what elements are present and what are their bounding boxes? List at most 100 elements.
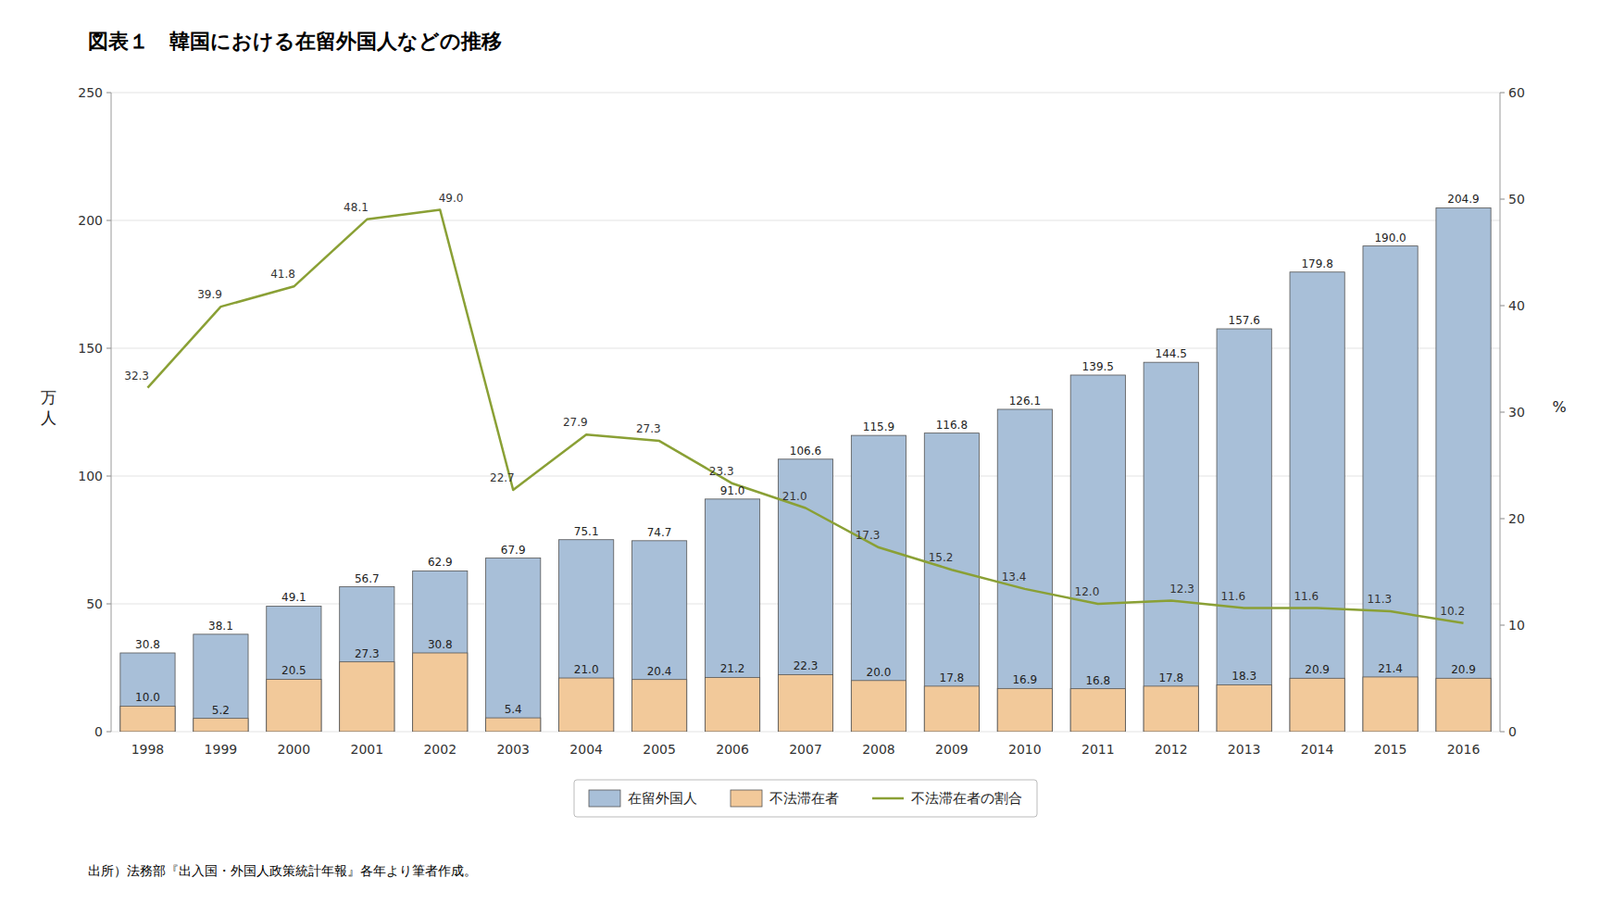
grid-line bbox=[111, 92, 1500, 94]
data-label: 21.4 bbox=[1377, 662, 1403, 675]
tick-mark bbox=[1500, 412, 1505, 413]
data-label: 23.3 bbox=[709, 464, 735, 478]
tick-label: 0 bbox=[1508, 724, 1517, 739]
data-label: 27.3 bbox=[354, 647, 380, 661]
tick-label: 40 bbox=[1508, 298, 1525, 313]
bar bbox=[850, 435, 906, 732]
bar bbox=[339, 587, 395, 732]
data-label: 20.9 bbox=[1304, 662, 1330, 676]
tick-mark bbox=[1500, 92, 1505, 94]
legend-item: 在留外国人 bbox=[588, 789, 698, 807]
legend-swatch bbox=[872, 797, 904, 800]
tick-label: 2016 bbox=[1447, 741, 1481, 757]
bar bbox=[559, 677, 614, 732]
tick-mark bbox=[106, 731, 112, 733]
tick-label: 2006 bbox=[715, 741, 750, 757]
bar bbox=[704, 676, 760, 732]
bar bbox=[777, 459, 833, 732]
bar bbox=[266, 605, 322, 732]
marks bbox=[120, 207, 1491, 732]
tick-label: 50 bbox=[86, 596, 103, 612]
data-label: 38.1 bbox=[208, 619, 234, 633]
tick-label: 2015 bbox=[1374, 741, 1408, 757]
data-label: 16.9 bbox=[1012, 673, 1038, 687]
data-label: 11.6 bbox=[1220, 589, 1246, 603]
data-label: 17.3 bbox=[855, 528, 881, 542]
tick-label: 50 bbox=[1508, 191, 1525, 207]
bar bbox=[632, 679, 688, 732]
bar bbox=[1216, 684, 1272, 732]
tick-mark bbox=[1500, 731, 1505, 733]
tick-mark bbox=[106, 475, 112, 477]
legend: 在留外国人 不法滞在者 不法滞在者の割合 bbox=[574, 779, 1038, 817]
tick-label: 2008 bbox=[862, 741, 896, 757]
data-label: 115.9 bbox=[862, 420, 895, 434]
data-label: 67.9 bbox=[500, 543, 526, 557]
data-label: 17.8 bbox=[939, 671, 965, 685]
tick-label: 2005 bbox=[642, 741, 676, 757]
bar bbox=[1289, 272, 1345, 732]
legend-swatch bbox=[730, 789, 763, 807]
data-label: 21.0 bbox=[782, 489, 808, 503]
tick-label: 150 bbox=[77, 340, 103, 356]
bar bbox=[1143, 362, 1199, 732]
grid bbox=[111, 92, 1500, 732]
bar bbox=[193, 718, 249, 732]
tick-label: 2014 bbox=[1300, 741, 1335, 757]
tick-label: 2010 bbox=[1008, 741, 1042, 757]
line bbox=[147, 210, 1463, 624]
tick-label: 20 bbox=[1508, 511, 1525, 526]
data-label: 13.4 bbox=[1001, 570, 1027, 584]
data-label: 12.0 bbox=[1075, 585, 1100, 599]
axis-line bbox=[111, 92, 113, 732]
data-label: 22.3 bbox=[793, 659, 819, 673]
axis-label: % bbox=[1551, 398, 1566, 416]
tick-label: 200 bbox=[77, 212, 103, 228]
bar bbox=[486, 558, 541, 732]
data-label: 20.9 bbox=[1450, 662, 1476, 676]
data-label: 30.8 bbox=[427, 637, 453, 651]
data-label: 12.3 bbox=[1169, 582, 1195, 596]
bar bbox=[1216, 328, 1272, 732]
data-label: 126.1 bbox=[1009, 394, 1041, 408]
tick-mark bbox=[106, 220, 112, 222]
data-label: 5.4 bbox=[504, 702, 523, 716]
title: 図表１ 韓国における在留外国人などの推移 bbox=[87, 29, 502, 53]
data-label: 10.0 bbox=[135, 690, 161, 704]
bar bbox=[412, 652, 468, 732]
tick-label: 2002 bbox=[423, 741, 457, 757]
legend-item: 不法滞在者の割合 bbox=[872, 789, 1023, 807]
legend-label: 在留外国人 bbox=[627, 789, 698, 807]
legend-label: 不法滞在者 bbox=[769, 789, 839, 807]
tick-label: 30 bbox=[1508, 404, 1525, 420]
tick-label: 100 bbox=[77, 468, 103, 484]
bar bbox=[193, 634, 249, 732]
bar bbox=[924, 686, 979, 732]
data-label: 30.8 bbox=[135, 637, 161, 651]
legend-box bbox=[574, 779, 1038, 817]
data-label: 15.2 bbox=[928, 550, 954, 564]
data-label: 20.5 bbox=[281, 663, 307, 677]
tick-label: 2012 bbox=[1154, 741, 1188, 757]
legend-swatch bbox=[588, 789, 621, 807]
bar bbox=[1362, 246, 1418, 732]
data-label: 41.8 bbox=[270, 267, 296, 281]
tick-label: 2009 bbox=[935, 741, 969, 757]
data-label: 48.1 bbox=[343, 200, 369, 214]
bar bbox=[1070, 688, 1125, 732]
bar bbox=[559, 539, 614, 732]
data-label: 16.8 bbox=[1085, 674, 1111, 688]
data-label: 116.8 bbox=[936, 418, 968, 432]
legend-label: 不法滞在者の割合 bbox=[911, 789, 1023, 807]
data-label: 21.2 bbox=[720, 662, 746, 675]
bar bbox=[1070, 375, 1125, 732]
chart: 0501001502002500102030405060万人%199819992… bbox=[0, 0, 1600, 903]
bar bbox=[997, 687, 1052, 732]
data-label: 139.5 bbox=[1082, 360, 1114, 374]
data-label: 49.1 bbox=[281, 590, 307, 604]
data-label: 21.0 bbox=[574, 662, 600, 676]
tick-mark bbox=[106, 603, 112, 605]
tick-mark bbox=[1500, 305, 1505, 307]
tick-label: 0 bbox=[94, 724, 103, 739]
bar bbox=[777, 674, 833, 732]
